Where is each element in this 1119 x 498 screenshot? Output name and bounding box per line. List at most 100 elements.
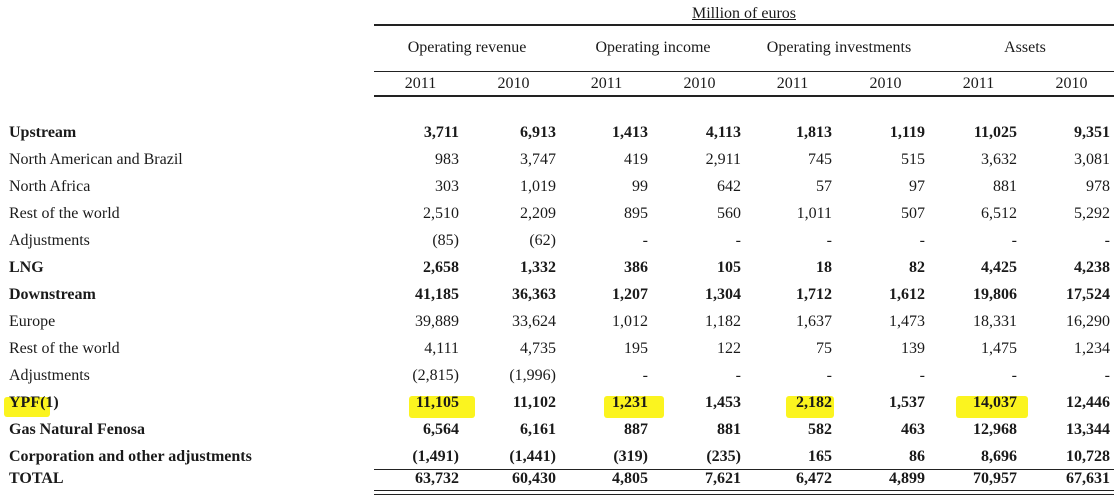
table-cell: 6,512 [981, 205, 1017, 222]
table-cell: 97 [909, 178, 925, 195]
table-cell: 3,081 [1074, 151, 1110, 168]
table-cell: 63,732 [415, 470, 459, 487]
table-cell: 75 [816, 340, 832, 357]
table-cell: (1,996) [509, 367, 556, 384]
table-cell: 12,968 [973, 421, 1017, 438]
year-header: 2010 [683, 75, 716, 92]
table-cell: 6,161 [520, 421, 556, 438]
table-cell: - [1104, 232, 1110, 249]
table-cell: 515 [901, 151, 925, 168]
row-label: Adjustments [9, 367, 90, 384]
table-cell: 642 [717, 178, 741, 195]
table-cell: 1,712 [796, 286, 832, 303]
table-cell: 11,105 [415, 394, 459, 411]
table-cell: 1,473 [889, 313, 925, 330]
group-header-assets: Assets [1004, 39, 1046, 56]
table-cell: 2,209 [520, 205, 556, 222]
year-header: 2010 [869, 75, 902, 92]
table-cell: 139 [901, 340, 925, 357]
table-cell: 1,019 [520, 178, 556, 195]
table-cell: 6,564 [423, 421, 459, 438]
table-cell: 1,475 [981, 340, 1017, 357]
table-cell: 887 [624, 421, 648, 438]
year-header: 2010 [497, 75, 530, 92]
row-label: Europe [9, 313, 56, 330]
table-cell: 1,207 [612, 286, 648, 303]
table-cell: 105 [717, 259, 741, 276]
table-cell: 2,510 [423, 205, 459, 222]
table-cell: - [642, 367, 648, 384]
group-header-rule [374, 71, 1114, 72]
table-cell: 4,238 [1074, 259, 1110, 276]
table-cell: (62) [529, 232, 556, 249]
table-cell: (1,441) [509, 448, 556, 465]
table-cell: - [826, 232, 832, 249]
row-label: Upstream [9, 124, 77, 141]
table-cell: 983 [435, 151, 459, 168]
table-cell: 3,711 [423, 124, 459, 141]
group-header-operating-investments: Operating investments [766, 39, 912, 56]
table-cell: 82 [909, 259, 925, 276]
table-cell: 8,696 [981, 448, 1017, 465]
table-cell: 1,612 [889, 286, 925, 303]
table-cell: 2,182 [796, 394, 832, 411]
table-cell: 6,472 [796, 470, 832, 487]
year-header-rule [374, 95, 1114, 97]
table-cell: 70,957 [973, 470, 1017, 487]
table-cell: 463 [901, 421, 925, 438]
table-cell: 895 [624, 205, 648, 222]
table-cell: 4,425 [981, 259, 1017, 276]
table-cell: 1,453 [705, 394, 741, 411]
year-header: 2010 [1055, 75, 1088, 92]
row-label: Gas Natural Fenosa [9, 421, 145, 438]
table-cell: 86 [909, 448, 925, 465]
highlight-mark [409, 396, 475, 418]
table-cell: - [1104, 367, 1110, 384]
table-cell: 386 [624, 259, 648, 276]
table-cell: 11,102 [512, 394, 556, 411]
year-header: 2011 [962, 75, 995, 92]
row-label: North American and Brazil [9, 151, 183, 168]
table-cell: 1,119 [889, 124, 925, 141]
table-cell: 582 [808, 421, 832, 438]
table-cell: 18 [816, 259, 832, 276]
table-cell: 67,631 [1066, 470, 1110, 487]
table-cell: - [1011, 232, 1017, 249]
highlight-mark [786, 396, 834, 418]
table-cell: 57 [816, 178, 832, 195]
table-cell: 3,632 [981, 151, 1017, 168]
table-cell: 881 [993, 178, 1017, 195]
table-cell: 560 [717, 205, 741, 222]
table-cell: 4,735 [520, 340, 556, 357]
total-bottom-rule-2 [374, 494, 1114, 495]
table-cell: 1,304 [705, 286, 741, 303]
table-cell: 6,913 [520, 124, 556, 141]
table-cell: 745 [808, 151, 832, 168]
row-label: North Africa [9, 178, 91, 195]
table-cell: 1,182 [705, 313, 741, 330]
table-cell: 5,292 [1074, 205, 1110, 222]
table-cell: 4,111 [424, 340, 459, 357]
table-cell: - [919, 232, 925, 249]
year-header: 2011 [590, 75, 623, 92]
table-cell: 1,637 [796, 313, 832, 330]
table-cell: 39,889 [415, 313, 459, 330]
table-cell: 12,446 [1066, 394, 1110, 411]
row-label: TOTAL [9, 470, 64, 487]
row-label: Downstream [9, 286, 96, 303]
table-cell: 99 [632, 178, 648, 195]
table-cell: 9,351 [1074, 124, 1110, 141]
table-cell: 1,011 [796, 205, 832, 222]
year-header: 2011 [776, 75, 809, 92]
table-cell: - [919, 367, 925, 384]
table-cell: 507 [901, 205, 925, 222]
table-cell: 3,747 [520, 151, 556, 168]
table-cell: 122 [717, 340, 741, 357]
table-cell: 11,025 [973, 124, 1017, 141]
table-cell: 18,331 [973, 313, 1017, 330]
row-label: Rest of the world [9, 340, 120, 357]
table-cell: 10,728 [1066, 448, 1110, 465]
table-cell: (235) [706, 448, 741, 465]
table-cell: - [735, 232, 741, 249]
